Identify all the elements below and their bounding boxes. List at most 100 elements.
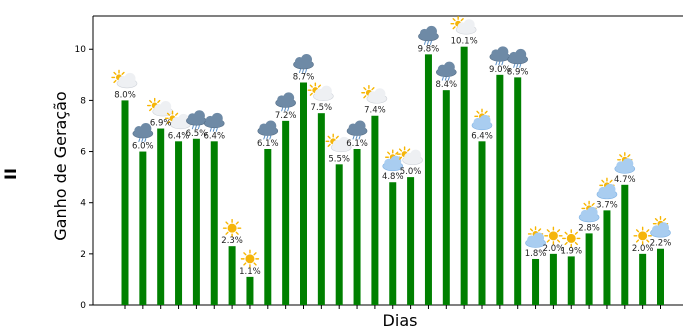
- data-label: 6.0%: [132, 142, 154, 152]
- rain-drop: [284, 107, 287, 112]
- x-ticks: [124, 305, 661, 309]
- plot-frame: [92, 15, 683, 306]
- sun-ray: [662, 218, 667, 222]
- cloud-sun-icon: [471, 108, 493, 131]
- sun-ray: [556, 229, 561, 233]
- data-label: 7.2%: [275, 111, 297, 121]
- sun-ray: [335, 135, 339, 139]
- rain-drop: [305, 68, 307, 73]
- sun-ray: [460, 18, 464, 22]
- cloud-sun-icon: [650, 216, 671, 238]
- bar: [496, 74, 504, 306]
- bar: [460, 46, 468, 305]
- sun-ray: [395, 151, 399, 155]
- sun-ray: [635, 239, 640, 243]
- sun-ray: [574, 231, 578, 235]
- bar: [407, 177, 415, 305]
- cloud-puff: [301, 53, 312, 65]
- sun-disc: [548, 231, 558, 241]
- data-label: 9.0%: [489, 65, 511, 75]
- cloud-puff: [193, 110, 205, 122]
- rain-cloud-icon: [275, 92, 296, 112]
- data-label: 8.0%: [114, 90, 136, 100]
- sun-icon: [544, 226, 563, 246]
- partly-sunny-icon: [325, 133, 352, 153]
- bar: [639, 253, 647, 305]
- bar: [514, 77, 522, 306]
- cloud-puff: [178, 113, 190, 125]
- y-tick-label: 2: [80, 250, 86, 260]
- sun-ray: [646, 229, 650, 233]
- cloud-puff: [140, 123, 152, 135]
- partly-sunny-icon: [361, 85, 388, 104]
- cloud-puff: [124, 72, 136, 84]
- cloud-puff: [425, 25, 437, 37]
- y-axis-label: Ganho de Geração: [51, 91, 70, 240]
- weather-icons: [111, 15, 671, 269]
- bar: [175, 141, 183, 305]
- sun-ray: [243, 262, 247, 266]
- rain-drop: [287, 107, 290, 112]
- bar: [585, 233, 593, 305]
- bar: [317, 113, 325, 305]
- data-label: 1.1%: [239, 267, 261, 277]
- sun-ray: [371, 87, 375, 91]
- cloud-puff: [515, 48, 527, 60]
- rain-drop: [194, 125, 197, 130]
- sun-ray: [635, 229, 640, 233]
- sun-disc: [245, 254, 255, 264]
- sun-disc: [227, 223, 237, 233]
- bar: [335, 164, 343, 305]
- sun-ray: [317, 84, 321, 88]
- rain-cloud-icon: [507, 48, 529, 68]
- rain-drop: [352, 135, 355, 140]
- rain-drop: [441, 76, 444, 81]
- partly-sunny-icon: [111, 69, 138, 89]
- bar: [478, 141, 486, 305]
- rain-drop: [444, 76, 447, 81]
- cloud-puff: [410, 149, 422, 161]
- sun-ray: [407, 148, 411, 152]
- data-label: 10.1%: [451, 37, 478, 47]
- rain-cloud-icon: [418, 25, 439, 45]
- data-label: 2.0%: [632, 244, 654, 254]
- sun-ray: [309, 84, 313, 88]
- y-tick-label: 4: [80, 199, 86, 209]
- sun-ray: [225, 231, 229, 235]
- y-tick-label: 8: [80, 96, 86, 106]
- data-label: 5.5%: [328, 154, 350, 164]
- sun-ray: [556, 239, 561, 243]
- sun-ray: [546, 229, 550, 233]
- cloud-puff: [533, 232, 545, 244]
- rain-cloud-icon: [257, 120, 279, 140]
- data-label: 6.4%: [168, 131, 190, 141]
- rain-drop: [426, 40, 429, 45]
- rain-drop: [355, 135, 358, 140]
- data-label: 5.0%: [400, 167, 422, 177]
- rain-drop: [302, 68, 304, 73]
- partly-sunny-icon: [307, 82, 334, 101]
- sun-ray: [149, 99, 153, 104]
- sun-disc: [638, 231, 648, 241]
- bar: [532, 258, 540, 305]
- data-label: 6.9%: [150, 119, 172, 129]
- sun-ray: [149, 108, 153, 112]
- bar: [192, 138, 200, 305]
- bar: [389, 182, 397, 305]
- data-label: 7.5%: [311, 103, 333, 113]
- sun-ray: [546, 239, 550, 243]
- cloud-puff: [354, 120, 366, 132]
- data-label: 2.3%: [221, 236, 243, 246]
- data-label: 2.0%: [543, 244, 565, 254]
- data-label: 6.4%: [203, 131, 225, 141]
- data-label: 6.4%: [471, 131, 493, 141]
- data-label: 2.8%: [578, 223, 600, 233]
- rain-drop: [358, 135, 361, 140]
- cloud-puff: [586, 206, 598, 218]
- rain-cloud-icon: [489, 46, 511, 66]
- sun-ray: [452, 18, 456, 22]
- sun-icon: [240, 249, 260, 269]
- cloud-puff: [463, 19, 475, 31]
- sun-ray: [166, 112, 171, 116]
